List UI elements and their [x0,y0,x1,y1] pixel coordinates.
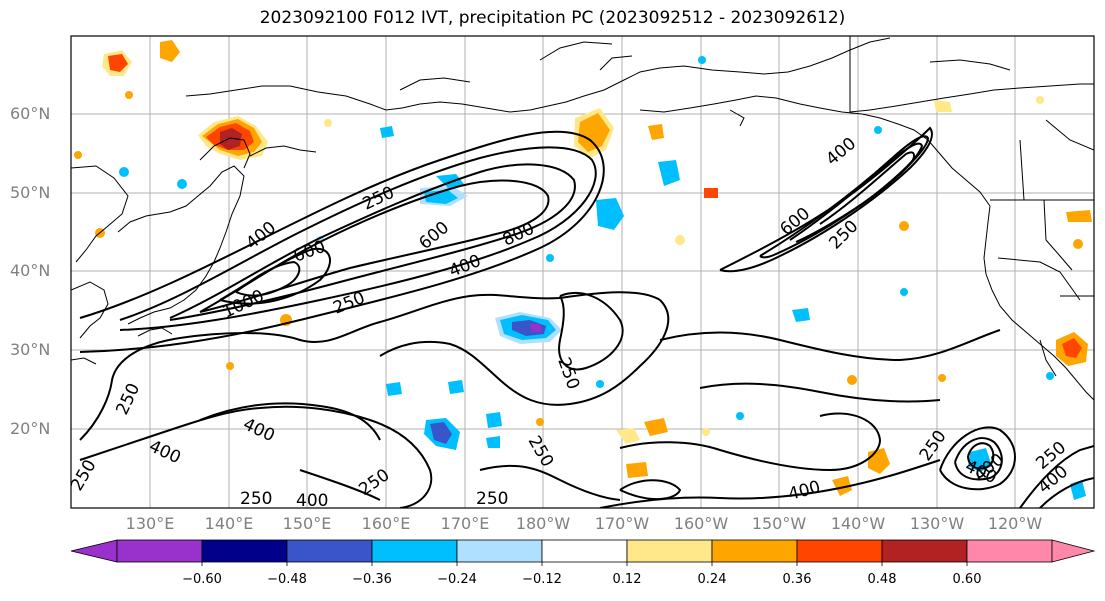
colorbar-extend-min [70,539,118,563]
colorbar-segment [456,539,543,563]
lon-label: 130°E [125,514,175,533]
colorbar-tick-label: 0.48 [867,572,897,587]
contour-label: 250 [240,489,272,509]
colorbar-tick-label: −0.12 [522,572,562,587]
contour-label: 250 [476,489,508,509]
map-area: 250 600 800 400 600 1000 250 400 600 250… [71,36,1094,511]
colorbar-segment [371,539,458,563]
lat-label: 60°N [10,104,51,123]
colorbar-segment [626,539,713,563]
lon-label: 130°W [909,514,965,533]
lat-label: 50°N [10,183,51,202]
colorbar-tick-label: 0.12 [612,572,642,587]
lon-label: 150°E [282,514,332,533]
lat-label: 30°N [10,340,51,359]
coastlines [71,36,1094,401]
colorbar-tick-label: −0.60 [182,572,222,587]
ivt-contours [79,126,1094,508]
lon-label: 160°E [361,514,411,533]
lon-label: 140°W [830,514,886,533]
graticule [71,36,1094,508]
colorbar-segment [711,539,798,563]
colorbar-segment [286,539,373,563]
colorbar-tick-label: −0.48 [267,572,307,587]
colorbar-segment [881,539,968,563]
map-title: 2023092100 F012 IVT, precipitation PC (2… [259,8,846,28]
lon-label: 160°W [673,514,729,533]
lat-label: 40°N [10,261,51,280]
lon-label: 120°W [987,514,1043,533]
colorbar-tick-label: 0.60 [952,572,982,587]
lon-label: 150°W [751,514,807,533]
colorbar-tick-label: −0.36 [352,572,392,587]
colorbar-segment [966,539,1053,563]
colorbar-tick-label: −0.24 [437,572,477,587]
colorbar-segment [796,539,883,563]
map-frame [70,35,1095,509]
colorbar-segment [201,539,288,563]
colorbar-extend-max [1051,539,1096,563]
lon-label: 170°W [594,514,650,533]
lon-label: 180°W [515,514,571,533]
lat-label: 20°N [10,419,51,438]
lon-label: 170°E [440,514,490,533]
colorbar-tick-label: 0.24 [697,572,727,587]
colorbar-tick-label: 0.36 [782,572,812,587]
contour-label: 400 [296,491,328,511]
colorbar-segment [116,539,203,563]
colorbar [70,539,1096,566]
colorbar-segment [541,539,628,563]
lon-label: 140°E [204,514,254,533]
